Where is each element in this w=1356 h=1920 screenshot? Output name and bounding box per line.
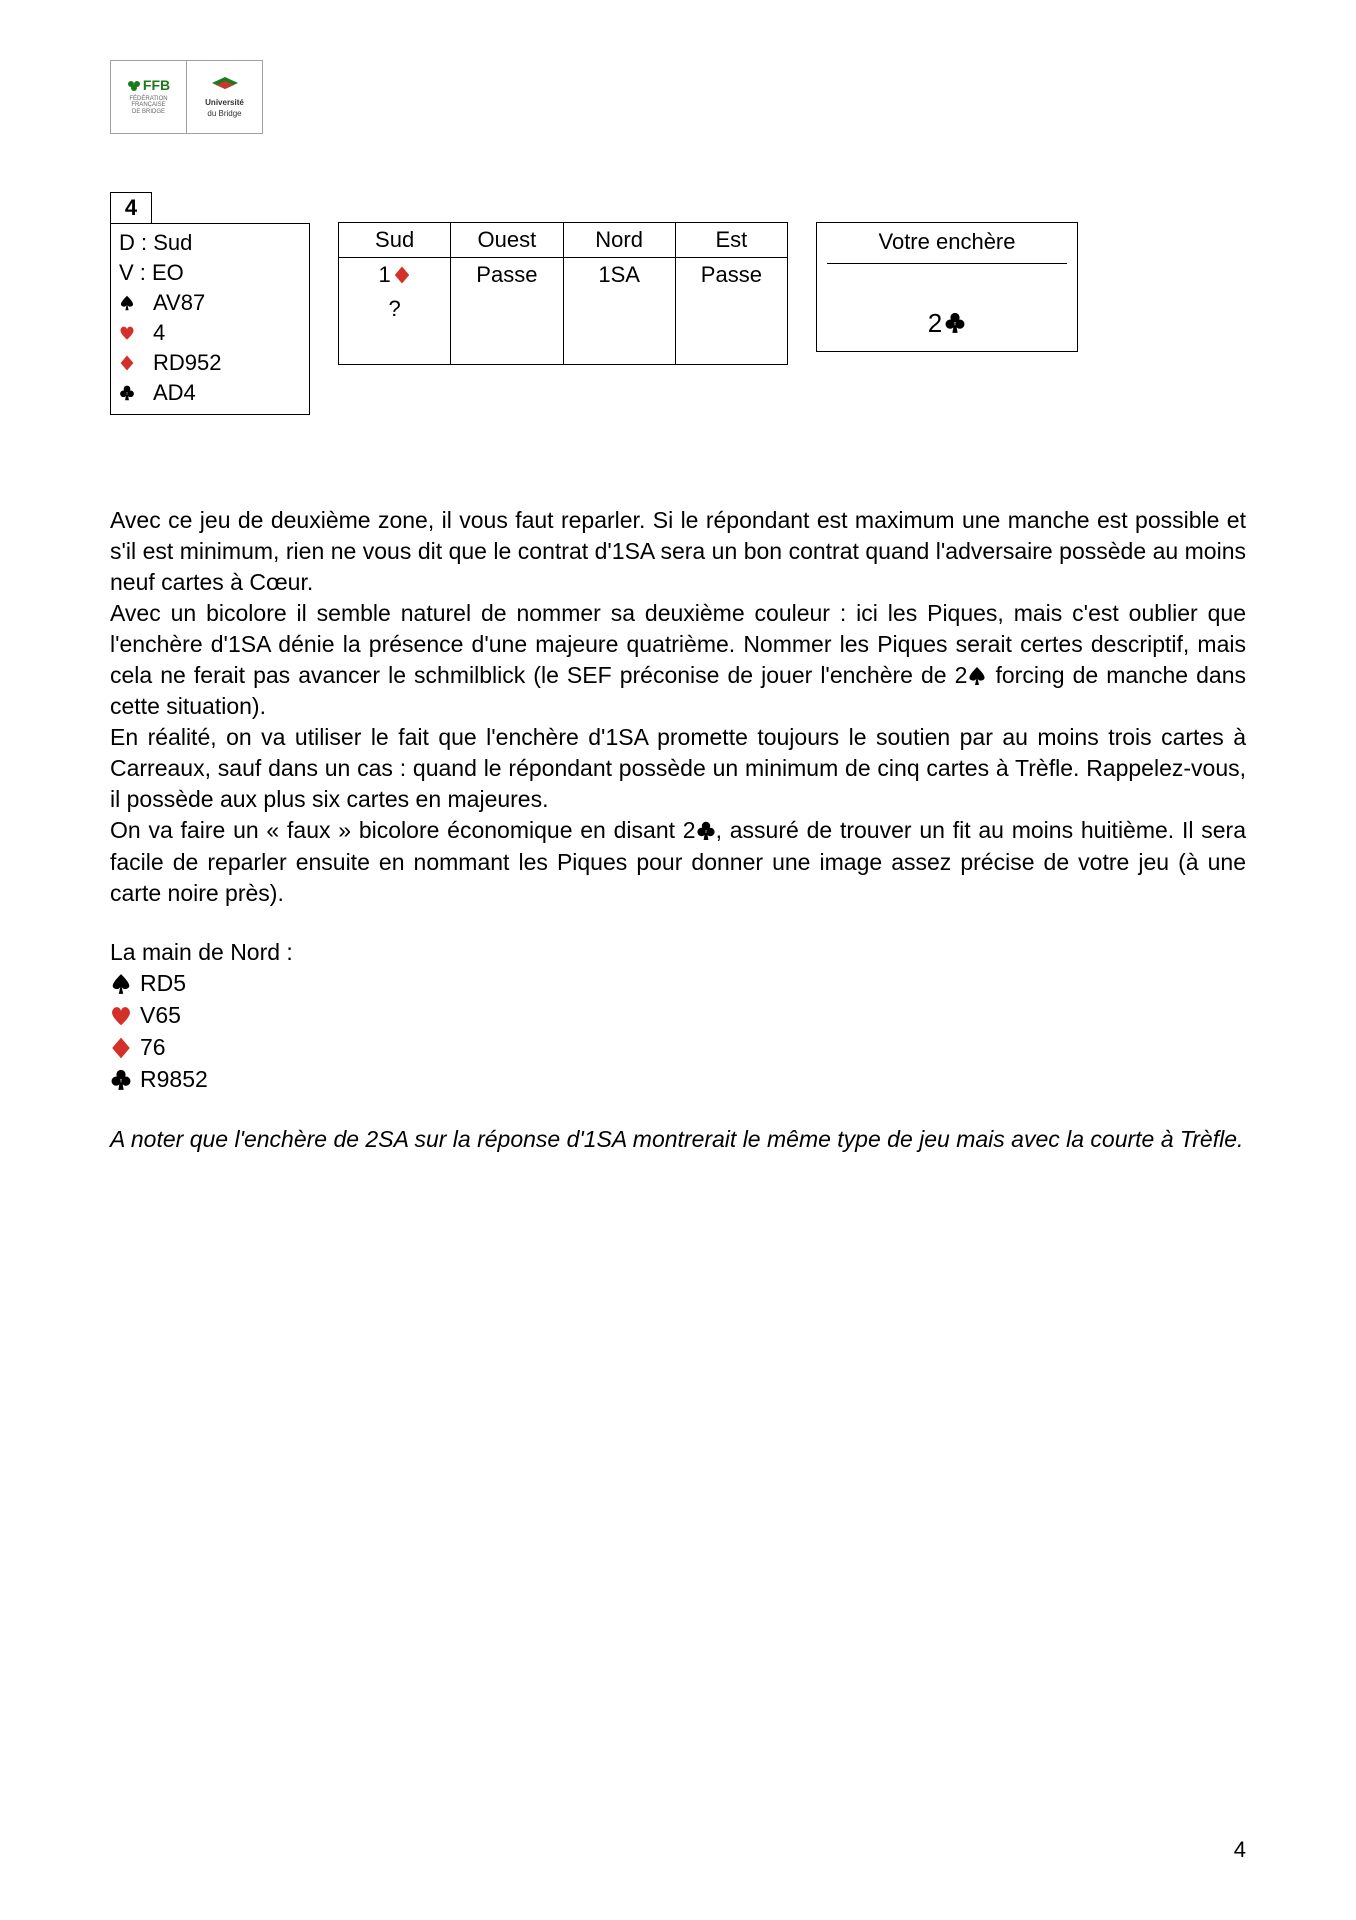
bidding-row: ? bbox=[339, 292, 788, 326]
answer-title: Votre enchère bbox=[827, 223, 1066, 264]
vul-line: V : EO bbox=[119, 258, 301, 288]
club-icon bbox=[110, 1069, 140, 1091]
spades-cards: AV87 bbox=[153, 288, 205, 318]
logo-ffb: FFB FÉDÉRATION FRANÇAISE DE BRIDGE bbox=[111, 61, 186, 133]
body-text: Avec ce jeu de deuxième zone, il vous fa… bbox=[110, 505, 1246, 909]
bid-cell: Passe bbox=[675, 258, 787, 293]
heart-icon bbox=[110, 1005, 140, 1027]
hand-clubs: AD4 bbox=[119, 378, 301, 408]
clubs-cards: AD4 bbox=[153, 378, 196, 408]
north-hearts: V65 bbox=[110, 1000, 1246, 1032]
paragraph-3: En réalité, on va utiliser le fait que l… bbox=[110, 722, 1246, 815]
bid-cell bbox=[339, 326, 451, 365]
logo-ub-line1: Université bbox=[205, 99, 244, 108]
hand-spades: AV87 bbox=[119, 288, 301, 318]
dealer-line: D : Sud bbox=[119, 228, 301, 258]
bid-cell bbox=[563, 326, 675, 365]
answer-bid: 2 bbox=[928, 306, 966, 341]
bid-header: Est bbox=[675, 223, 787, 258]
north-spades: RD5 bbox=[110, 968, 1246, 1000]
clover-icon bbox=[127, 80, 141, 92]
paragraph-4: On va faire un « faux » bicolore économi… bbox=[110, 815, 1246, 908]
bid-cell: 1 bbox=[339, 258, 451, 293]
deal-box: 4 D : Sud V : EO AV87 4 RD952 bbox=[110, 192, 310, 415]
logo-ffb-sub: FÉDÉRATION FRANÇAISE DE BRIDGE bbox=[129, 96, 167, 116]
bid-cell bbox=[451, 326, 563, 365]
heart-icon bbox=[119, 325, 153, 341]
north-diamonds: 76 bbox=[110, 1032, 1246, 1064]
spade-icon bbox=[119, 295, 153, 311]
paragraph-2: Avec un bicolore il semble naturel de no… bbox=[110, 598, 1246, 722]
answer-bid-suit bbox=[944, 312, 966, 334]
bid-header: Sud bbox=[339, 223, 451, 258]
club-icon bbox=[696, 821, 716, 841]
bid-cell bbox=[675, 326, 787, 365]
logo-ub: Université du Bridge bbox=[186, 61, 262, 133]
north-clubs-cards: R9852 bbox=[140, 1064, 208, 1095]
spade-icon bbox=[967, 666, 987, 686]
north-clubs: R9852 bbox=[110, 1064, 1246, 1096]
north-title: La main de Nord : bbox=[110, 937, 1246, 968]
bid-cell: ? bbox=[339, 292, 451, 326]
diamonds-cards: RD952 bbox=[153, 348, 221, 378]
diamond-icon bbox=[393, 266, 411, 284]
bid-cell: 1SA bbox=[563, 258, 675, 293]
bid-header: Nord bbox=[563, 223, 675, 258]
club-icon bbox=[119, 385, 153, 401]
hand-diamonds: RD952 bbox=[119, 348, 301, 378]
answer-box: Votre enchère 2 bbox=[816, 222, 1078, 352]
logo-ffb-text: FFB bbox=[143, 78, 170, 93]
diamond-icon bbox=[110, 1037, 140, 1059]
spade-icon bbox=[110, 973, 140, 995]
bidding-table: Sud Ouest Nord Est 1Passe1SAPasse? bbox=[338, 222, 788, 365]
bid-header: Ouest bbox=[451, 223, 563, 258]
bidding-header-row: Sud Ouest Nord Est bbox=[339, 223, 788, 258]
answer-bid-text: 2 bbox=[928, 306, 942, 341]
deal-body: D : Sud V : EO AV87 4 RD952 bbox=[110, 223, 310, 415]
note: A noter que l'enchère de 2SA sur la répo… bbox=[110, 1124, 1246, 1155]
hearts-cards: 4 bbox=[153, 318, 165, 348]
bid-cell bbox=[675, 292, 787, 326]
logo-ub-line2: du Bridge bbox=[207, 110, 241, 119]
deal-number: 4 bbox=[110, 192, 152, 223]
bid-cell bbox=[451, 292, 563, 326]
page-number: 4 bbox=[1234, 1835, 1246, 1865]
hand-hearts: 4 bbox=[119, 318, 301, 348]
paragraph-4a: On va faire un « faux » bicolore économi… bbox=[110, 817, 696, 843]
page: FFB FÉDÉRATION FRANÇAISE DE BRIDGE Unive… bbox=[0, 0, 1356, 1920]
north-hand: La main de Nord : RD5 V65 76 R9852 bbox=[110, 937, 1246, 1096]
north-diamonds-cards: 76 bbox=[140, 1032, 166, 1063]
book-icon bbox=[210, 75, 240, 97]
bidding-body: 1Passe1SAPasse? bbox=[339, 258, 788, 365]
paragraph-1: Avec ce jeu de deuxième zone, il vous fa… bbox=[110, 505, 1246, 598]
bidding-spacer-row bbox=[339, 326, 788, 365]
top-row: 4 D : Sud V : EO AV87 4 RD952 bbox=[110, 192, 1246, 415]
bid-cell bbox=[563, 292, 675, 326]
north-spades-cards: RD5 bbox=[140, 968, 186, 999]
logo: FFB FÉDÉRATION FRANÇAISE DE BRIDGE Unive… bbox=[110, 60, 263, 134]
bidding-row: 1Passe1SAPasse bbox=[339, 258, 788, 293]
diamond-icon bbox=[119, 355, 153, 371]
north-hearts-cards: V65 bbox=[140, 1000, 181, 1031]
bid-cell: Passe bbox=[451, 258, 563, 293]
